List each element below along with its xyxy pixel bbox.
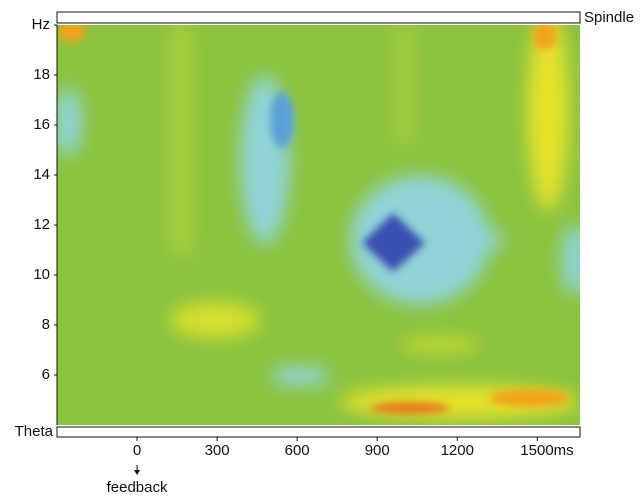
- x-tick-label: 300: [205, 442, 230, 459]
- theta-band: [56, 426, 581, 438]
- band-label: Spindle: [584, 9, 634, 26]
- spindle-band: [56, 11, 581, 24]
- band-label: Theta: [15, 423, 54, 440]
- y-tick-label: 10: [33, 266, 50, 283]
- y-tick-label: 16: [33, 116, 50, 133]
- y-tick-label: 8: [42, 316, 50, 333]
- annotation-arrowhead: [134, 470, 141, 475]
- y-tick-label: 12: [33, 216, 50, 233]
- y-tick-label: Hz: [32, 16, 50, 33]
- x-tick-label: 1500ms: [520, 442, 573, 459]
- annotation: feedback: [107, 479, 168, 496]
- y-tick-label: 18: [33, 66, 50, 83]
- x-tick-label: 900: [365, 442, 390, 459]
- y-tick-label: 6: [42, 366, 50, 383]
- y-tick-label: 14: [33, 166, 50, 183]
- x-tick-label: 0: [133, 442, 141, 459]
- heatmap: [57, 25, 580, 425]
- x-tick-label: 1200: [441, 442, 474, 459]
- x-tick-label: 600: [285, 442, 310, 459]
